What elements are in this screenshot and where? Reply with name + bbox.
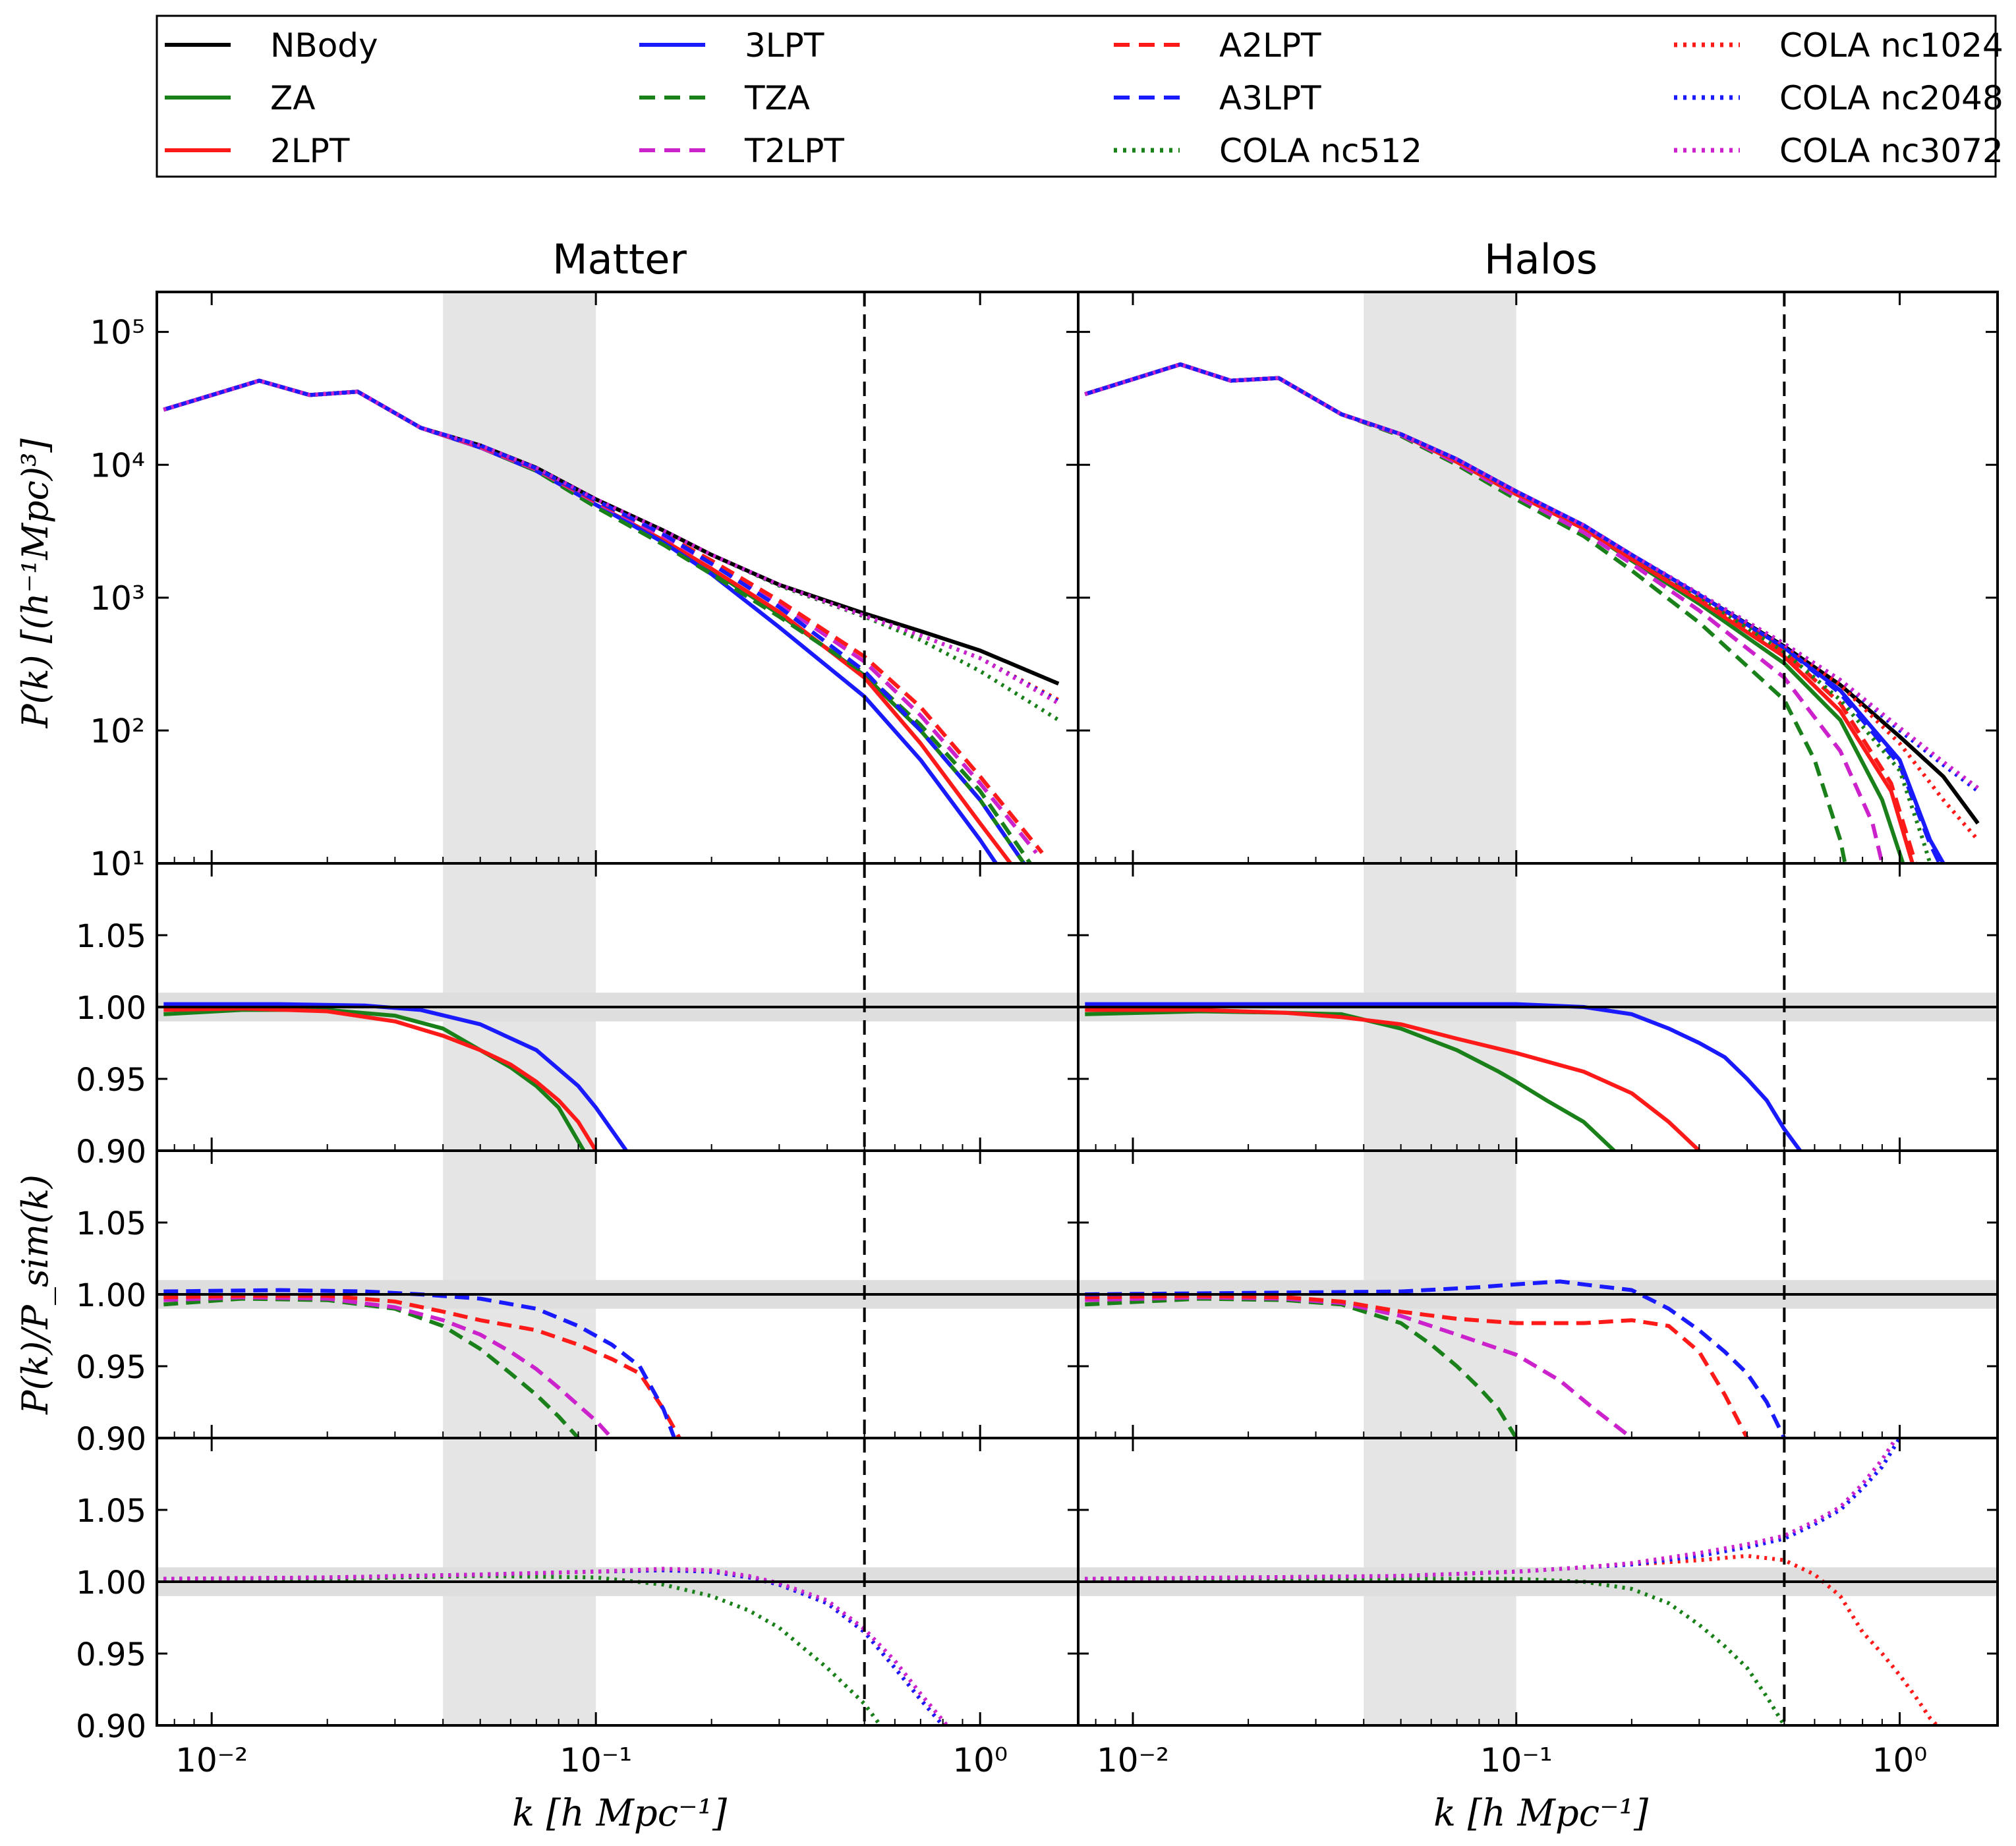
y-tick-label: 1.00 — [76, 990, 146, 1027]
y-tick-label: 0.95 — [76, 1349, 146, 1386]
legend: NBody ZA 2LPT 3LPT TZA T2LPT A2LPT A3LPT COLA nc… — [156, 14, 2003, 178]
legend-label-cola-nc512: COLA nc512 — [1219, 132, 1422, 170]
panel-halos-power — [1077, 291, 1999, 865]
shaded-k-band — [443, 292, 596, 863]
y-tick-label: 1.05 — [76, 1493, 146, 1530]
x-axis-label-halos: k [h Mpc⁻¹] — [1433, 1792, 1648, 1835]
y-tick-label: 0.90 — [76, 1134, 146, 1170]
x-tick-label: 10⁰ — [952, 1741, 1008, 1779]
y-tick-label: 10⁴ — [90, 446, 145, 484]
series-tza — [163, 378, 1032, 863]
x-axis-label-matter: k [h Mpc⁻¹] — [512, 1792, 727, 1835]
panel-matter-ratio-modified: 1.05 1.00 0.95 0.90 — [76, 1149, 1080, 1458]
series-a2lpt — [163, 378, 1044, 854]
series-cola-nc2048 — [163, 378, 1060, 704]
series-a3lpt — [1085, 1279, 1787, 1438]
panel-frame — [156, 291, 1080, 865]
y-tick-label: 0.90 — [76, 1708, 146, 1745]
series-3lpt — [1085, 1002, 1802, 1151]
series-t2lpt — [163, 1295, 614, 1438]
y-tick-label: 10³ — [90, 579, 145, 618]
y-tick-label: 1.05 — [76, 1205, 146, 1242]
y-tick-label: 10¹ — [90, 845, 145, 883]
series-a3lpt — [1084, 362, 1942, 863]
panel-halos-ratio-lpt — [1077, 862, 1999, 1152]
series-cola-nc3072 — [163, 1567, 949, 1725]
series-cola-nc3072 — [1084, 362, 1980, 790]
panel-halos-ratio-cola: 10⁻² 10⁻¹ 10⁰ — [1077, 1437, 1999, 1779]
y-axis-label-power: P(k) [(h⁻¹Mpc)³] — [14, 438, 56, 728]
series-t2lpt — [163, 378, 1038, 854]
column-title-halos: Halos — [1484, 235, 1598, 283]
x-tick-label: 10⁰ — [1872, 1741, 1928, 1779]
column-title-matter: Matter — [552, 235, 687, 283]
shaded-k-band — [1364, 292, 1516, 863]
y-tick-label: 0.95 — [76, 1062, 146, 1099]
panels: 10¹ 10² 10³ 10⁴ 10⁵ 1.05 1.00 0.95 0.90 1.05 1.00 0… — [76, 291, 1999, 1779]
panel-matter-ratio-lpt: 1.05 1.00 0.95 0.90 — [76, 862, 1080, 1170]
series-2lpt — [163, 1006, 598, 1151]
y-tick-label: 0.95 — [76, 1636, 146, 1673]
y-tick-label: 1.00 — [76, 1277, 146, 1314]
y-tick-label: 10⁵ — [90, 314, 145, 352]
series-t2lpt — [1085, 1295, 1633, 1438]
legend-label-t2lpt: T2LPT — [744, 132, 844, 170]
legend-label-a3lpt: A3LPT — [1219, 79, 1321, 117]
series-cola-nc1024 — [163, 378, 1060, 702]
y-tick-label: 0.90 — [76, 1421, 146, 1458]
series-cola-nc512 — [163, 378, 1060, 722]
legend-label-cola-nc1024: COLA nc1024 — [1779, 26, 2003, 65]
series-a2lpt — [163, 1294, 681, 1438]
legend-label-a2lpt: A2LPT — [1219, 26, 1321, 65]
series-nbody — [163, 378, 1060, 686]
y-tick-label: 10² — [90, 712, 145, 750]
series-a2lpt — [1085, 1294, 1749, 1438]
legend-label-cola-nc3072: COLA nc3072 — [1779, 132, 2003, 170]
series-za — [1085, 1009, 1616, 1151]
x-tick-label: 10⁻² — [1097, 1741, 1169, 1779]
legend-label-nbody: NBody — [270, 26, 378, 65]
x-tick-label: 10⁻² — [175, 1741, 248, 1779]
y-tick-label: 1.00 — [76, 1565, 146, 1601]
series-2lpt — [1085, 1008, 1701, 1151]
x-tick-label: 10⁻¹ — [1480, 1741, 1553, 1779]
legend-label-3lpt: 3LPT — [745, 26, 824, 65]
x-tick-label: 10⁻¹ — [560, 1741, 632, 1779]
series-cola-nc3072 — [1085, 1438, 1898, 1581]
legend-label-2lpt: 2LPT — [270, 132, 350, 170]
panel-halos-ratio-modified — [1077, 1149, 1999, 1439]
legend-label-cola-nc2048: COLA nc2048 — [1779, 79, 2003, 117]
series-cola-nc1024 — [1084, 362, 1980, 842]
series-cola-nc512 — [163, 1574, 882, 1725]
legend-label-za: ZA — [270, 79, 315, 117]
panel-matter-power: 10¹ 10² 10³ 10⁴ 10⁵ — [90, 291, 1080, 883]
legend-label-tza: TZA — [744, 79, 810, 117]
y-tick-label: 1.05 — [76, 918, 146, 955]
panel-matter-ratio-cola: 1.05 1.00 0.95 0.90 10⁻² 10⁻¹ 10⁰ — [76, 1437, 1080, 1779]
series-cola-nc3072 — [163, 378, 1060, 705]
series-3lpt — [163, 1002, 628, 1151]
y-axis-label-ratio: P(k)/P_sim(k) — [14, 1174, 56, 1415]
